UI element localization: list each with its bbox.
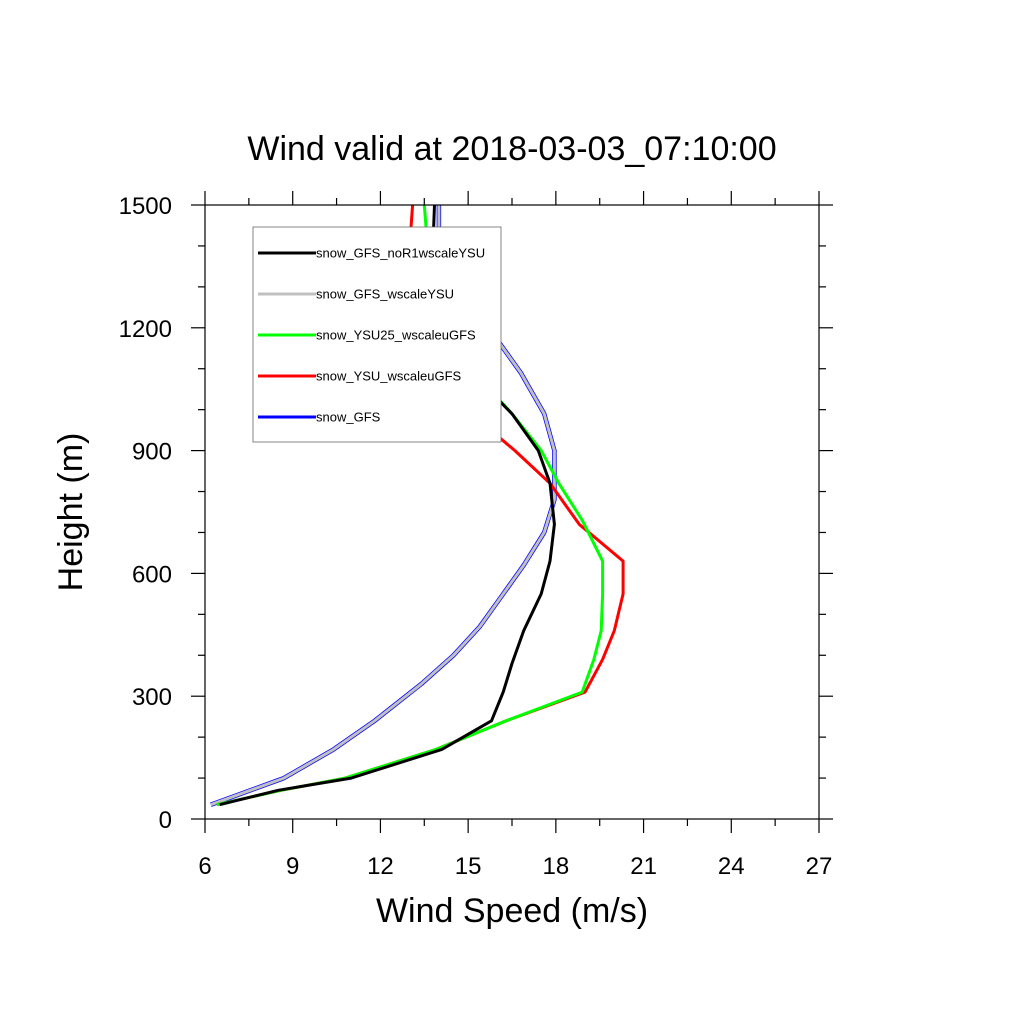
y-tick-label-4: 1200 bbox=[119, 316, 172, 343]
x-tick-label-5: 21 bbox=[630, 853, 657, 880]
x-tick-label-2: 12 bbox=[367, 853, 394, 880]
y-tick-label-2: 600 bbox=[132, 561, 172, 588]
x-tick-label-7: 27 bbox=[806, 853, 833, 880]
legend-label-1: snow_GFS_wscaleYSU bbox=[316, 287, 454, 302]
x-tick-label-0: 6 bbox=[198, 853, 211, 880]
y-tick-labels: 0 300 600 900 1200 1500 bbox=[119, 193, 172, 834]
y-tick-label-1: 300 bbox=[132, 684, 172, 711]
y-tick-label-3: 900 bbox=[132, 439, 172, 466]
legend: snow_GFS_noR1wscaleYSU snow_GFS_wscaleYSU… bbox=[252, 226, 502, 443]
x-axis-title: Wind Speed (m/s) bbox=[376, 892, 648, 930]
x-tick-label-6: 24 bbox=[718, 853, 745, 880]
chart-title: Wind valid at 2018-03-03_07:10:00 bbox=[247, 130, 776, 168]
x-tick-label-4: 18 bbox=[543, 853, 570, 880]
legend-label-0: snow_GFS_noR1wscaleYSU bbox=[316, 246, 485, 261]
legend-label-4: snow_GFS bbox=[316, 410, 381, 425]
x-tick-label-1: 9 bbox=[286, 853, 299, 880]
y-axis-title: Height (m) bbox=[52, 433, 90, 592]
y-tick-label-0: 0 bbox=[159, 807, 172, 834]
legend-label-2: snow_YSU25_wscaleuGFS bbox=[316, 328, 476, 343]
x-tick-labels: 6 9 12 15 18 21 24 27 bbox=[198, 853, 832, 880]
x-tick-label-3: 15 bbox=[455, 853, 482, 880]
legend-label-3: snow_YSU_wscaleuGFS bbox=[316, 369, 462, 384]
y-tick-label-5: 1500 bbox=[119, 193, 172, 220]
axis-ticks bbox=[191, 191, 833, 833]
